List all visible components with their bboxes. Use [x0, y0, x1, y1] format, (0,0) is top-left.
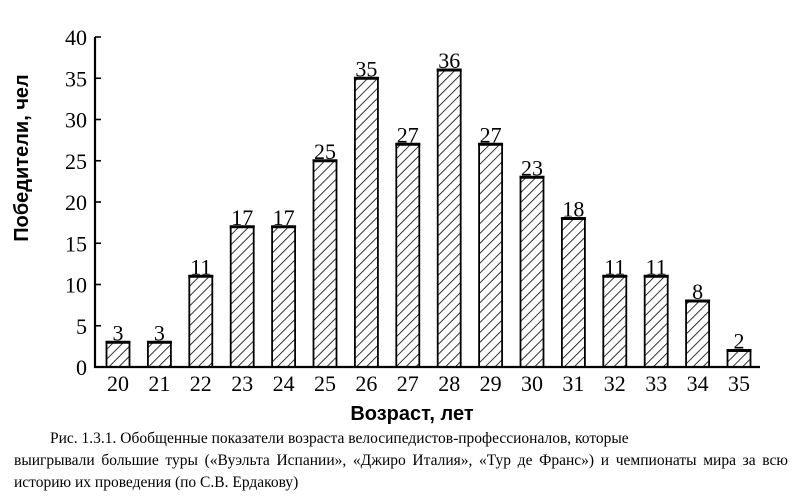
bar-value-label-27: 27	[397, 122, 419, 147]
bar-value-label-23: 17	[231, 205, 253, 230]
caption-line-3: чемпионаты мира за всю историю их провед…	[14, 452, 788, 491]
bar-value-label-32: 11	[604, 254, 625, 279]
x-tick-label-29: 29	[480, 371, 502, 396]
y-axis-title: Победители, чел	[11, 74, 33, 242]
bar-21	[146, 341, 172, 368]
bars: 3 3 11 17 17 25 35 27 36 27 23 18 11 11 8 2	[105, 48, 752, 368]
x-tick-label-35: 35	[728, 371, 750, 396]
y-ticks: 0 5 10 15 20 25 30 35 40	[65, 25, 101, 380]
bar-value-label-22: 11	[190, 254, 211, 279]
bar-34	[685, 300, 710, 368]
bar-22	[188, 275, 214, 368]
x-tick-label-28: 28	[438, 371, 460, 396]
x-ticks: 20 21 22 23 24 25 26 27 28 29 30 31 32 33 34 35	[107, 371, 750, 396]
y-tick-label-10: 10	[65, 273, 87, 298]
bar-value-label-35: 2	[734, 329, 745, 354]
bar-24	[271, 225, 297, 368]
bar-31	[561, 217, 586, 368]
y-tick-label-30: 30	[65, 108, 87, 133]
bar-value-label-26: 35	[355, 56, 377, 81]
y-tick-label-35: 35	[65, 66, 87, 91]
bar-23	[229, 225, 255, 368]
bar-28	[436, 69, 462, 368]
bar-value-label-28: 36	[438, 48, 460, 73]
bar-value-label-24: 17	[273, 205, 295, 230]
x-tick-label-30: 30	[521, 371, 543, 396]
bar-33	[643, 275, 669, 368]
bar-30	[519, 176, 545, 368]
x-tick-label-23: 23	[231, 371, 253, 396]
bar-value-label-34: 8	[692, 279, 703, 304]
x-tick-label-32: 32	[604, 371, 626, 396]
bar-value-label-21: 3	[154, 320, 165, 345]
bar-value-label-29: 27	[480, 122, 502, 147]
y-tick-label-25: 25	[65, 149, 87, 174]
y-tick-label-20: 20	[65, 190, 87, 215]
x-tick-label-21: 21	[148, 371, 170, 396]
bar-32	[602, 275, 628, 368]
bar-value-label-25: 25	[314, 139, 336, 164]
y-tick-label-5: 5	[76, 314, 87, 339]
x-tick-label-20: 20	[107, 371, 129, 396]
y-tick-label-15: 15	[65, 231, 87, 256]
x-tick-label-24: 24	[273, 371, 295, 396]
figure-caption: Рис. 1.3.1. Обобщенные показатели возрас…	[0, 428, 800, 494]
caption-line-2: выигрывали большие туры («Вуэльта Испани…	[14, 452, 610, 469]
bar-27	[395, 143, 421, 368]
x-tick-label-26: 26	[355, 371, 377, 396]
y-tick-label-0: 0	[76, 355, 87, 380]
x-tick-label-33: 33	[645, 371, 667, 396]
caption-line-1: Рис. 1.3.1. Обобщенные показатели возрас…	[50, 430, 629, 447]
x-tick-label-22: 22	[190, 371, 212, 396]
x-tick-label-25: 25	[314, 371, 336, 396]
x-tick-label-31: 31	[562, 371, 584, 396]
bar-value-label-30: 23	[521, 155, 543, 180]
bar-25	[312, 159, 338, 368]
bar-26	[353, 77, 379, 368]
bar-value-label-31: 18	[562, 197, 584, 222]
bar-29	[478, 143, 504, 368]
bar-value-label-20: 3	[113, 320, 124, 345]
x-tick-label-34: 34	[687, 371, 709, 396]
y-tick-label-40: 40	[65, 25, 87, 50]
x-tick-label-27: 27	[397, 371, 419, 396]
bar-value-label-33: 11	[646, 254, 667, 279]
bar-20	[105, 341, 131, 368]
x-axis-title: Возраст, лет	[350, 403, 474, 425]
